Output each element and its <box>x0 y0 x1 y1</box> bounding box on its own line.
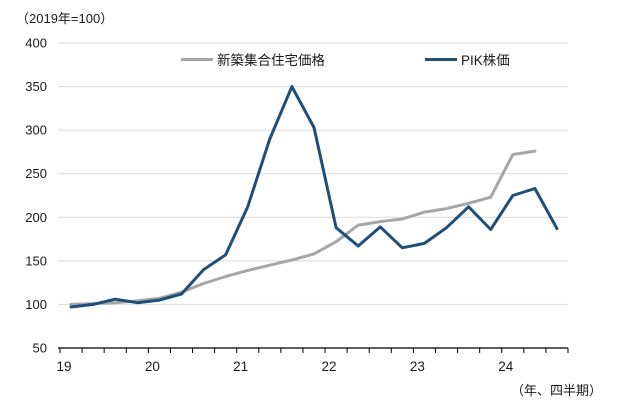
series-line-pik <box>69 85 559 309</box>
x-year-label: 19 <box>56 359 71 374</box>
y-tick-label: 100 <box>25 297 47 312</box>
y-tick-label: 400 <box>25 36 47 51</box>
y-axis-unit-note: （2019年=100） <box>16 11 114 26</box>
y-tick-label: 350 <box>25 79 47 94</box>
x-year-label: 20 <box>145 359 160 374</box>
x-year-label: 22 <box>322 359 337 374</box>
x-year-label: 24 <box>498 359 514 374</box>
y-tick-label: 150 <box>25 253 47 268</box>
y-tick-label: 50 <box>33 341 47 356</box>
x-axis-unit-note: （年、四半期） <box>510 383 602 398</box>
y-tick-label: 300 <box>25 123 47 138</box>
y-tick-label: 200 <box>25 210 47 225</box>
series-line-housing <box>69 149 537 306</box>
x-year-label: 21 <box>233 359 248 374</box>
x-year-label: 23 <box>410 359 425 374</box>
y-tick-label: 250 <box>25 166 47 181</box>
